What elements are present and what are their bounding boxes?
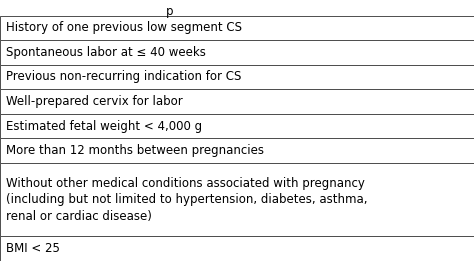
- Text: Well-prepared cervix for labor: Well-prepared cervix for labor: [6, 95, 182, 108]
- Text: Spontaneous labor at ≤ 40 weeks: Spontaneous labor at ≤ 40 weeks: [6, 46, 206, 59]
- Bar: [0, 138, 474, 163]
- Bar: [0, 236, 474, 261]
- Text: p: p: [166, 5, 173, 18]
- Bar: [0, 163, 474, 236]
- Bar: [0, 114, 474, 138]
- Bar: [0, 40, 474, 65]
- Text: Previous non-recurring indication for CS: Previous non-recurring indication for CS: [6, 70, 241, 84]
- Text: BMI < 25: BMI < 25: [6, 242, 60, 255]
- Text: History of one previous low segment CS: History of one previous low segment CS: [6, 21, 242, 34]
- Bar: [0, 16, 474, 40]
- Text: Estimated fetal weight < 4,000 g: Estimated fetal weight < 4,000 g: [6, 120, 202, 133]
- Bar: [0, 89, 474, 114]
- Text: Without other medical conditions associated with pregnancy
(including but not li: Without other medical conditions associa…: [6, 177, 367, 223]
- Text: More than 12 months between pregnancies: More than 12 months between pregnancies: [6, 144, 264, 157]
- Bar: [0, 65, 474, 89]
